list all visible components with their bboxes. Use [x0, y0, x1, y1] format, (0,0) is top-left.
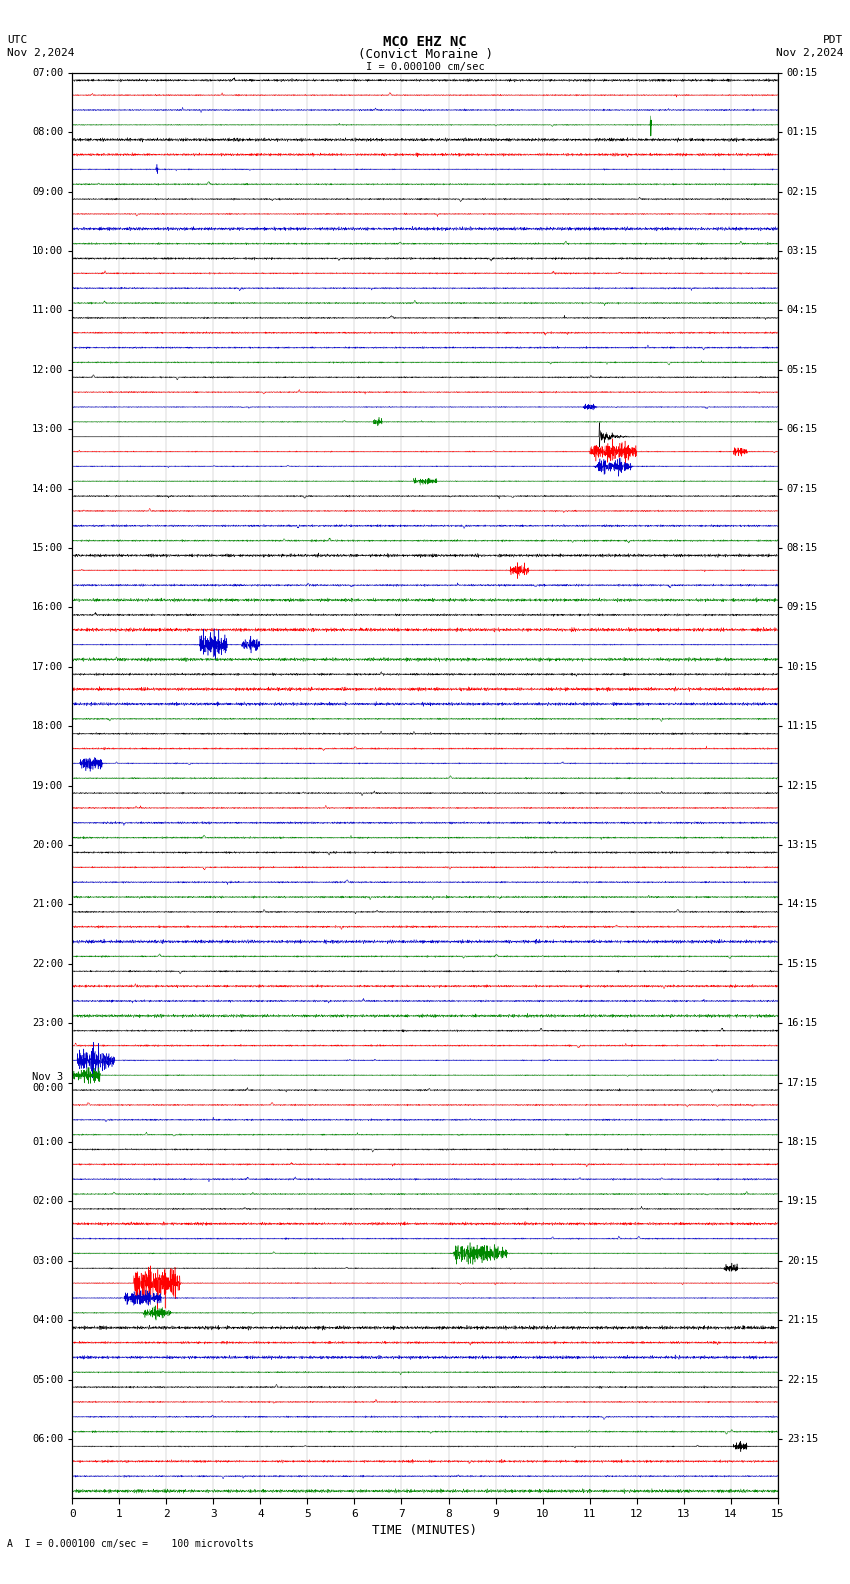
- Text: A  I = 0.000100 cm/sec =    100 microvolts: A I = 0.000100 cm/sec = 100 microvolts: [7, 1540, 253, 1549]
- Text: Nov 2,2024: Nov 2,2024: [7, 48, 74, 57]
- X-axis label: TIME (MINUTES): TIME (MINUTES): [372, 1524, 478, 1538]
- Text: (Convict Moraine ): (Convict Moraine ): [358, 48, 492, 60]
- Text: PDT: PDT: [823, 35, 843, 44]
- Text: MCO EHZ NC: MCO EHZ NC: [383, 35, 467, 49]
- Text: I = 0.000100 cm/sec: I = 0.000100 cm/sec: [366, 62, 484, 71]
- Text: UTC: UTC: [7, 35, 27, 44]
- Text: Nov 2,2024: Nov 2,2024: [776, 48, 843, 57]
